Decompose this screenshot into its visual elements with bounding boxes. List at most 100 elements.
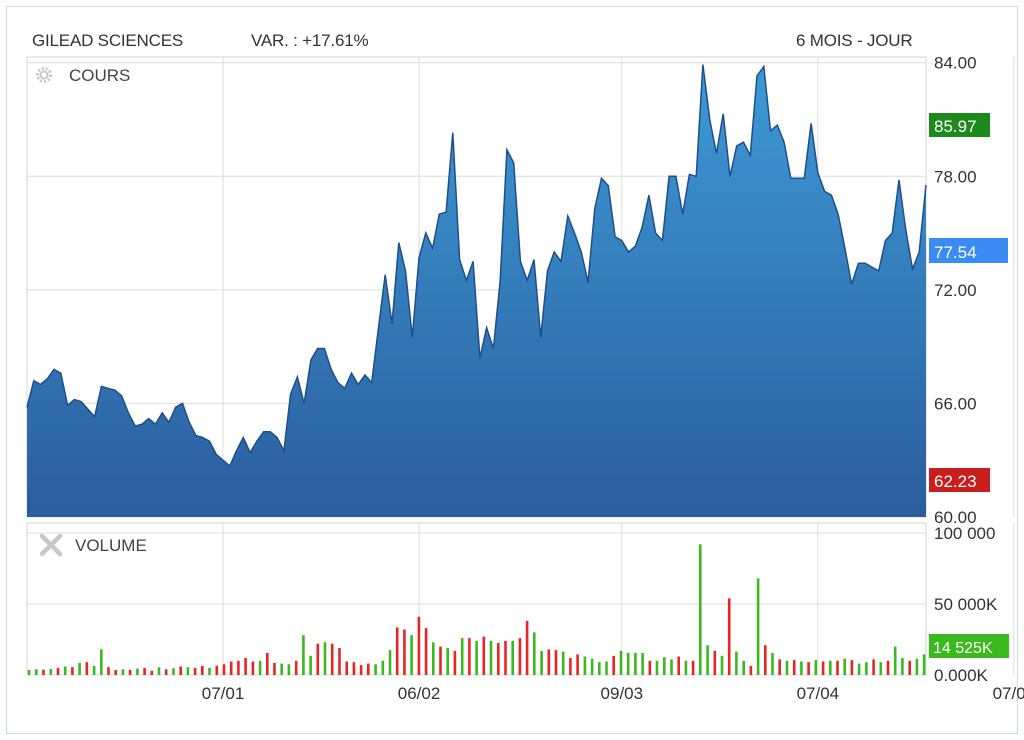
volume-bar [713, 650, 717, 675]
volume-bar [634, 653, 637, 675]
volume-bar [215, 665, 219, 675]
gear-icon[interactable] [36, 67, 52, 83]
price-panel-title: COURS [69, 66, 130, 85]
volume-bar [63, 666, 67, 675]
volume-bar [915, 658, 919, 675]
volume-bar [222, 664, 226, 675]
volume-bar [136, 668, 139, 675]
volume-bar [540, 650, 543, 675]
volume-bar [114, 670, 117, 675]
volume-bar [554, 650, 558, 675]
volume-bar [244, 658, 247, 675]
volume-bar [287, 664, 291, 675]
volume-bar [497, 643, 500, 675]
volume-bar [193, 667, 197, 675]
volume-bar [922, 654, 926, 675]
volume-bar [78, 662, 81, 675]
volume-bar [829, 660, 832, 675]
volume-bar [273, 662, 276, 675]
volume-bar [381, 660, 385, 675]
volume-bar [742, 660, 745, 675]
volume-bar [164, 669, 168, 675]
x-tick-label: 07/05 [993, 684, 1024, 703]
volume-bar [330, 643, 334, 675]
volume-bar [598, 662, 601, 675]
volume-bar [778, 659, 781, 675]
volume-bar [886, 660, 890, 675]
volume-bar [756, 578, 760, 675]
volume-y-tick-label: 0.000K [934, 666, 989, 685]
price-y-tick-label: 66.00 [934, 394, 977, 413]
current-price-value: 77.54 [934, 243, 977, 262]
low-price-value: 62.23 [934, 472, 977, 491]
volume-bar [323, 642, 327, 675]
volume-bar [800, 661, 803, 675]
period-selector[interactable]: 6 MOIS - JOUR [796, 31, 913, 50]
volume-y-tick-label: 100 000 [934, 524, 995, 543]
volume-bar [42, 669, 45, 675]
variation-label: VAR. : +17.61% [251, 31, 369, 50]
volume-bar [641, 653, 644, 675]
volume-bar [71, 667, 74, 675]
x-tick-label: 09/03 [601, 684, 644, 703]
volume-bars [27, 544, 926, 675]
volume-bar [92, 665, 96, 675]
volume-bar [561, 651, 565, 675]
volume-bar [655, 660, 659, 675]
volume-bar [460, 638, 464, 675]
volume-bar [677, 656, 680, 675]
volume-bar [648, 660, 652, 675]
volume-bar [663, 657, 666, 675]
volume-bar [735, 651, 738, 675]
volume-bar [49, 669, 53, 675]
volume-bar [879, 662, 883, 675]
volume-bar [201, 665, 204, 675]
volume-bar [583, 656, 587, 675]
volume-bar [410, 635, 413, 675]
volume-bar [727, 598, 731, 675]
price-y-tick-label: 60.00 [934, 508, 977, 527]
x-tick-label: 07/04 [797, 684, 840, 703]
volume-bar [893, 646, 897, 675]
volume-bar [475, 640, 478, 675]
x-tick-labels: 07/01 06/02 09/03 07/04 07/05 [202, 684, 1024, 703]
volume-bar [424, 628, 428, 675]
close-icon[interactable] [39, 533, 63, 557]
volume-bar [706, 645, 709, 675]
y-tick-labels: 60.00 66.00 72.00 78.00 84.00 0.000K 50 000K 10… [934, 54, 998, 685]
volume-bar [121, 669, 125, 675]
volume-bar [901, 658, 904, 675]
volume-bar [27, 670, 31, 675]
volume-bar [359, 665, 363, 675]
volume-bar [107, 667, 110, 675]
volume-bar [511, 640, 514, 675]
volume-bar [128, 670, 132, 675]
volume-bar [489, 640, 493, 675]
volume-bar [850, 660, 854, 675]
volume-bar [280, 663, 283, 675]
volume-bar [439, 646, 442, 675]
volume-bar [229, 661, 233, 675]
current-price-badge: 77.54 [929, 238, 1008, 263]
volume-bar [338, 648, 341, 675]
volume-bar [547, 649, 551, 675]
volume-bar [302, 635, 305, 675]
low-price-badge: 62.23 [929, 468, 990, 492]
volume-bar [208, 667, 211, 675]
volume-bar [908, 660, 911, 675]
volume-bar [533, 632, 536, 675]
volume-bar [345, 661, 348, 675]
volume-bar [56, 667, 60, 675]
volume-bar [619, 650, 623, 675]
volume-bar [172, 668, 175, 675]
volume-bar [626, 653, 630, 675]
volume-bar [576, 654, 579, 675]
volume-bar [807, 662, 810, 675]
volume-bar [294, 660, 298, 675]
volume-bar [468, 638, 471, 675]
price-y-tick-label: 84.00 [934, 54, 977, 73]
high-price-value: 85.97 [934, 117, 977, 136]
volume-bar [691, 660, 695, 675]
volume-bar [157, 667, 161, 675]
